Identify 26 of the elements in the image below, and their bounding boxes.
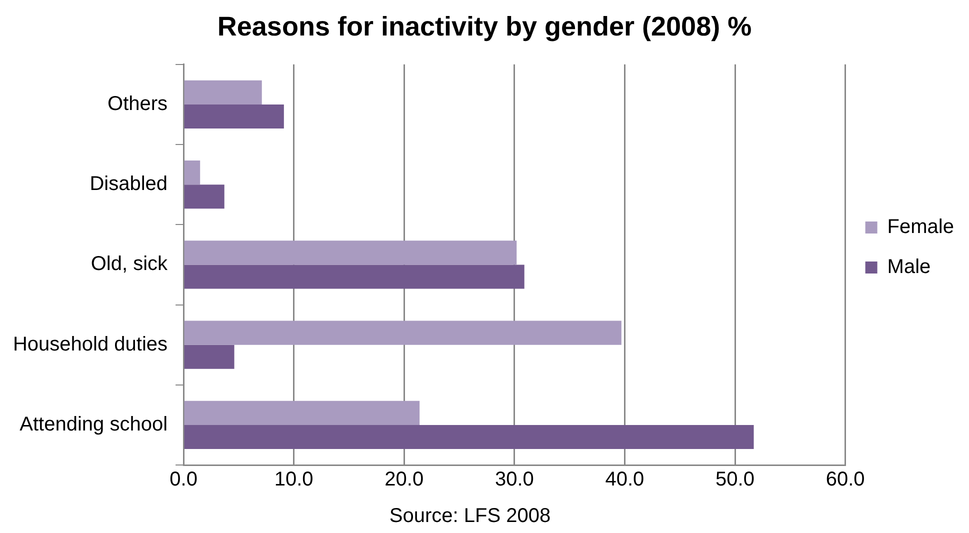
bar — [184, 400, 420, 425]
bar — [184, 184, 224, 209]
bar — [184, 80, 262, 104]
x-tick-label: 0.0 — [170, 468, 198, 491]
y-tick-label: Disabled — [90, 173, 168, 196]
bar — [184, 424, 754, 449]
bar — [184, 320, 622, 345]
bar — [184, 344, 234, 369]
bar — [184, 264, 524, 289]
y-tick-label: Old, sick — [90, 253, 169, 276]
y-tick-label: Others — [108, 92, 168, 115]
bar — [184, 104, 284, 128]
x-tick-label: 30.0 — [494, 468, 534, 491]
x-tick-label: 40.0 — [605, 468, 644, 491]
y-tick-label: Household duties — [12, 333, 168, 356]
x-tick-label: 10.0 — [274, 468, 314, 491]
x-tick-label: 50.0 — [716, 468, 754, 491]
chart-title: Reasons for inactivity by gender (2008) % — [217, 12, 752, 42]
x-tick-label: 60.0 — [826, 468, 865, 491]
y-tick-label: Attending school — [20, 413, 168, 436]
x-tick-label: 20.0 — [384, 468, 424, 491]
legend-label: Female — [887, 216, 954, 238]
legend-label: Male — [887, 256, 931, 278]
source-note: Source: LFS 2008 — [388, 505, 552, 528]
bar — [184, 240, 517, 265]
bar — [184, 160, 200, 185]
